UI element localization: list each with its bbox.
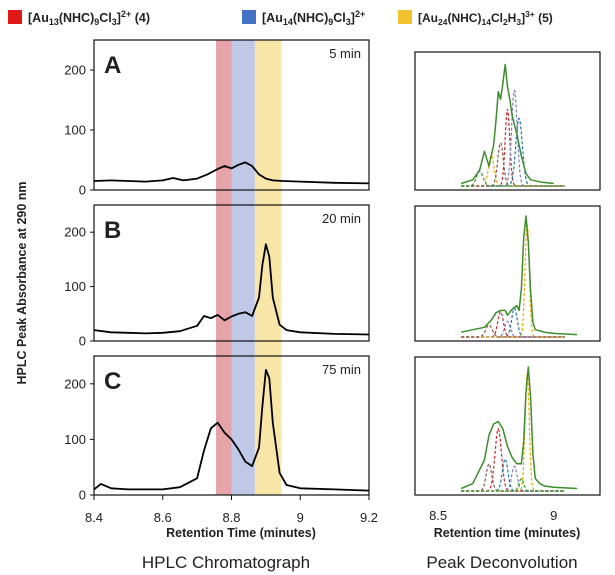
x-tick-label: 8.4 — [85, 510, 103, 525]
shaded-band-3 — [254, 40, 282, 495]
x-tick-label: 8.5 — [429, 508, 447, 523]
panel-time: 75 min — [322, 362, 361, 377]
deconvolution-panel-A — [414, 51, 601, 191]
panel-time: 5 min — [329, 46, 361, 61]
legend: [Au13(NHC)9Cl3]2+ (4) [Au14(NHC)9Cl3]2+ … — [8, 9, 553, 27]
deconvolution-panel-B — [414, 205, 601, 342]
right-x-axis-label: Retention time (minutes) — [434, 526, 581, 540]
panel-frame — [93, 39, 370, 191]
legend-label-au14: [Au14(NHC)9Cl3]2+ — [262, 9, 365, 27]
fit-envelope-line — [461, 215, 577, 336]
chromatogram-panels: 0 100 200 A 5 min 0 100 200 B 20 min 0 100 200 C 75 mi… — [64, 39, 378, 525]
deconvolution-panel-C — [414, 356, 601, 496]
chromatogram-line-C — [93, 369, 370, 492]
legend-swatch-au13 — [8, 10, 22, 24]
deconvolution-panels: 8.5 9 — [414, 51, 601, 523]
panel-letter: B — [104, 217, 121, 244]
y-tick-label: 200 — [64, 376, 86, 391]
component-peak — [461, 222, 565, 338]
left-x-axis-label: Retention Time (minutes) — [166, 526, 316, 540]
chromatogram-line-A — [93, 161, 370, 185]
y-axis-label: HPLC Peak Absorbance at 290 nm — [15, 181, 29, 384]
component-peak — [461, 142, 565, 187]
y-tick-label: 100 — [64, 432, 86, 447]
y-tick-label: 200 — [64, 63, 86, 78]
x-tick-label: 9 — [297, 510, 304, 525]
right-caption: Peak Deconvolution — [426, 553, 577, 572]
legend-swatch-au14 — [242, 10, 256, 24]
chromatogram-panel-C: 0 100 200 C 75 min — [64, 355, 370, 503]
component-peak — [461, 477, 565, 492]
component-peak — [461, 154, 565, 187]
y-tick-label: 100 — [64, 279, 86, 294]
panel-frame — [414, 51, 601, 191]
legend-label-au13: [Au13(NHC)9Cl3]2+ (4) — [28, 9, 150, 27]
shaded-band-1 — [216, 40, 232, 495]
chromatogram-panel-A: 0 100 200 A 5 min — [64, 39, 370, 198]
chromatogram-line-B — [93, 243, 370, 336]
y-tick-label: 0 — [79, 488, 86, 503]
component-peak — [461, 427, 565, 492]
fit-envelope-line — [460, 366, 577, 490]
y-tick-label: 0 — [79, 334, 86, 349]
component-peak — [461, 324, 565, 338]
fit-envelope-line — [460, 63, 554, 185]
y-tick-label: 200 — [64, 225, 86, 240]
component-peak — [461, 373, 565, 492]
left-caption: HPLC Chromatograph — [142, 553, 310, 572]
shaded-bands — [216, 40, 282, 495]
y-tick-label: 0 — [79, 183, 86, 198]
legend-label-au24: [Au24(NHC)14Cl2H3]3+ (5) — [418, 9, 553, 27]
panel-frame — [414, 356, 601, 496]
chromatogram-panel-B: 0 100 200 B 20 min — [64, 204, 370, 349]
panel-letter: A — [104, 52, 121, 79]
panel-letter: C — [104, 368, 121, 395]
x-tick-label: 9.2 — [360, 510, 378, 525]
panel-frame — [93, 204, 370, 342]
panel-frame — [414, 205, 601, 342]
shaded-band-2 — [231, 40, 255, 495]
x-tick-label: 9 — [550, 508, 557, 523]
x-tick-label: 8.6 — [154, 510, 172, 525]
panel-time: 20 min — [322, 211, 361, 226]
y-tick-label: 100 — [64, 123, 86, 138]
legend-swatch-au24 — [398, 10, 412, 24]
x-tick-label: 8.8 — [222, 510, 240, 525]
